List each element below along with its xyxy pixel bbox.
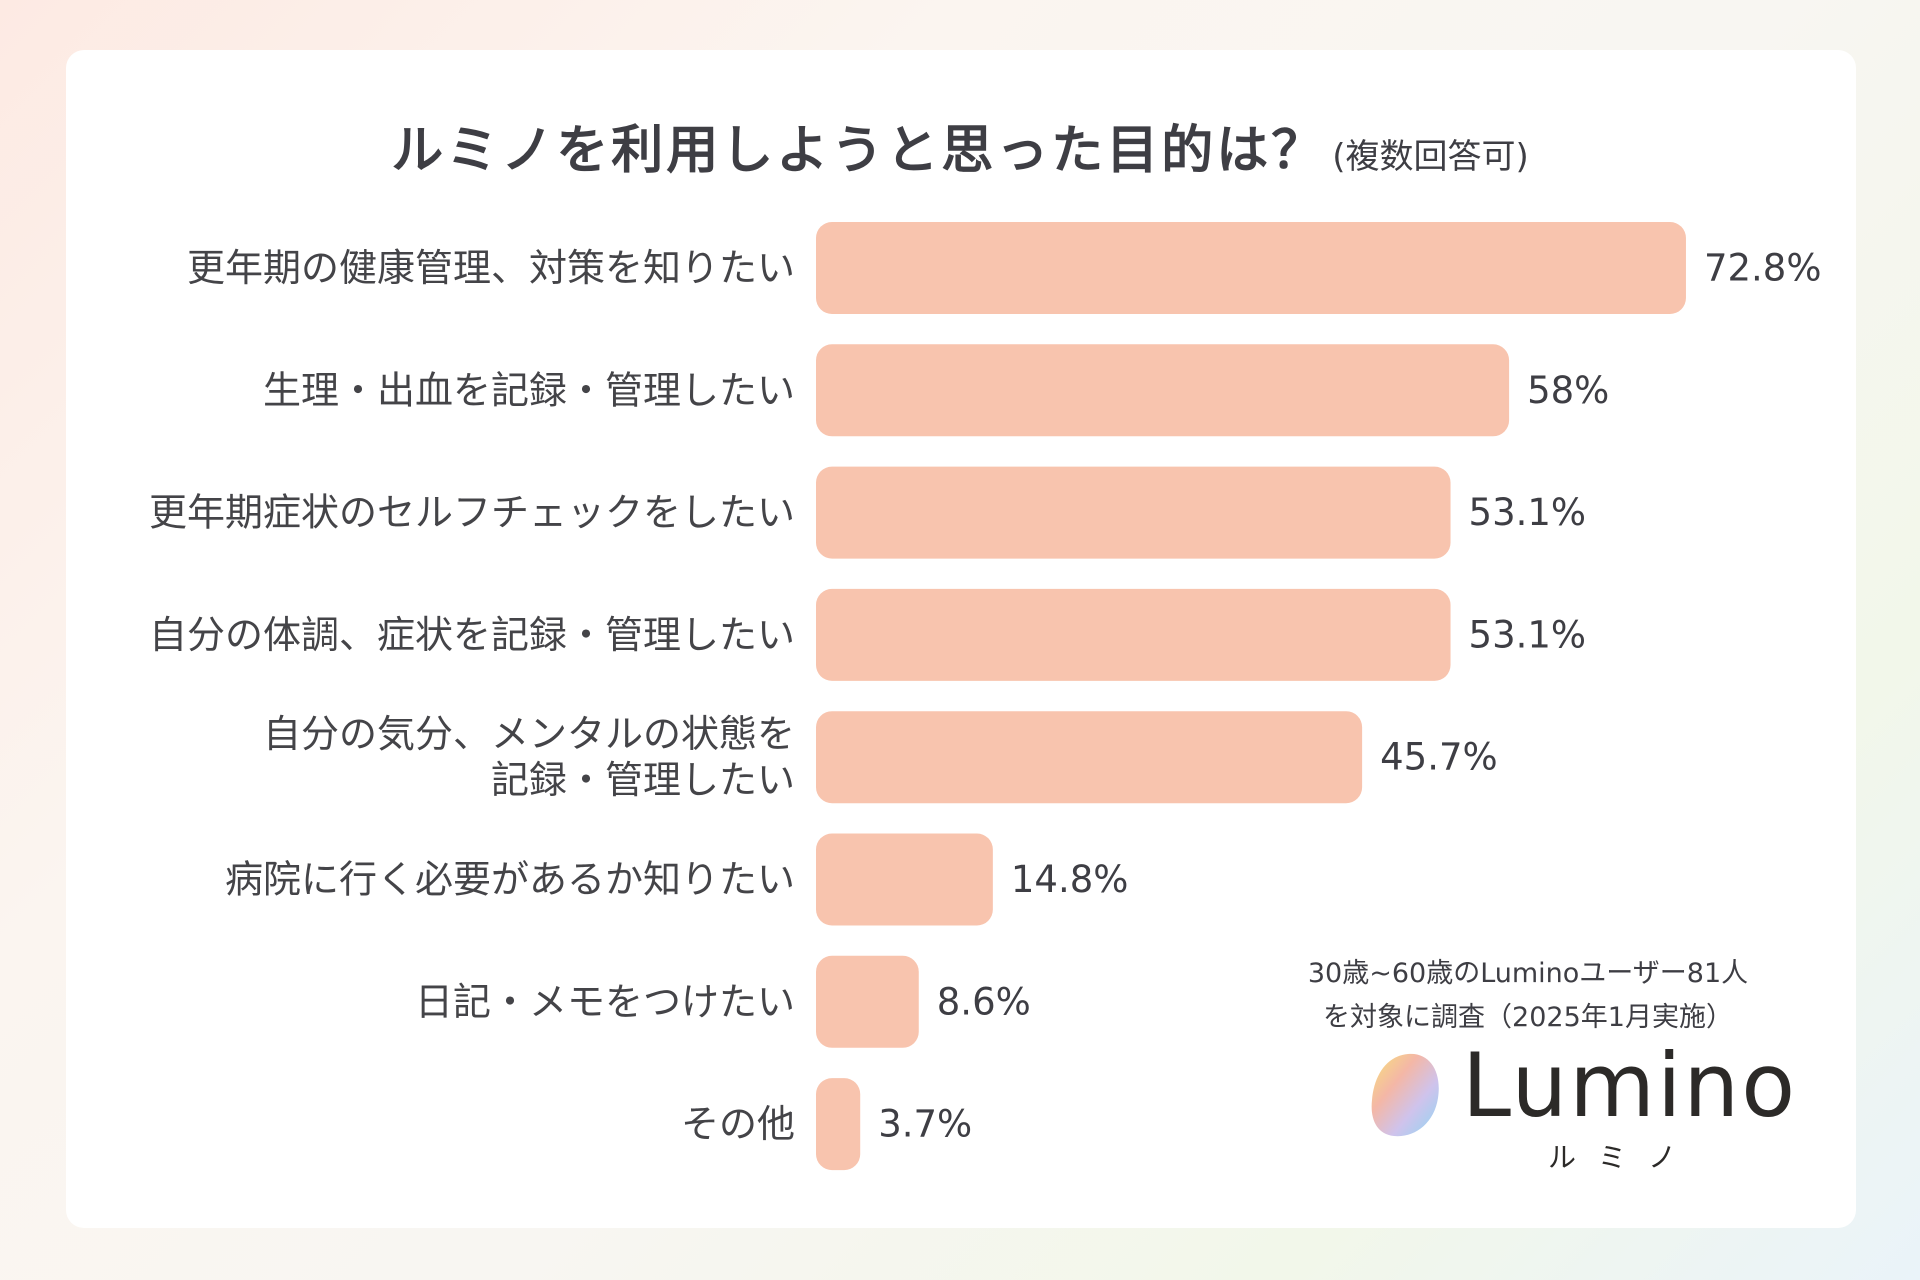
chart-title: ルミノを利用しようと思った目的は？ (複数回答可) [0,108,1920,183]
value-label-8: 3.7% [878,1103,972,1146]
category-label-8: その他 [681,1102,795,1146]
value-label-7: 8.6% [937,980,1031,1023]
brand-kana: ルミノ [1548,1141,1699,1174]
bar-8 [816,1078,861,1171]
bar-6 [816,833,993,926]
value-label-6: 14.8% [1011,858,1129,901]
survey-note: 30歳~60歳のLuminoユーザー81人 を対象に調査（2025年1月実施） [1248,952,1808,1040]
chart-title-note: (複数回答可) [1332,137,1529,177]
bar-5 [816,711,1363,804]
value-label-1: 72.8% [1704,247,1822,290]
value-label-3: 53.1% [1469,491,1587,534]
category-label-7: 日記・メモをつけたい [415,980,795,1024]
bar-1 [816,222,1686,314]
category-label-5-line-2: 記録・管理したい [491,758,795,802]
value-label-5: 45.7% [1380,736,1498,779]
survey-note-line-2: を対象に調査（2025年1月実施） [1323,1002,1733,1033]
bar-3 [816,466,1451,559]
brand-name: Lumino [1462,1034,1798,1137]
bar-2 [816,344,1510,437]
category-label-1: 更年期の健康管理、対策を知りたい [187,246,795,290]
category-label-3: 更年期症状のセルフチェックをしたい [149,491,795,535]
bar-4 [816,588,1451,681]
survey-note-line-1: 30歳~60歳のLuminoユーザー81人 [1307,958,1749,989]
brand-logo: Lumino ルミノ [1368,1034,1795,1174]
gradient-blob-logo-icon [1371,1053,1439,1137]
category-label-2: 生理・出血を記録・管理したい [263,368,795,412]
category-label-5-line-1: 自分の気分、メンタルの状態を [263,712,795,756]
category-label-6: 病院に行く必要があるか知りたい [225,858,795,902]
category-label-4: 自分の体調、症状を記録・管理したい [149,613,795,657]
value-label-2: 58% [1527,369,1609,412]
value-label-4: 53.1% [1469,613,1587,656]
bar-7 [816,955,919,1048]
chart-title-main: ルミノを利用しようと思った目的は？ [391,121,1327,181]
